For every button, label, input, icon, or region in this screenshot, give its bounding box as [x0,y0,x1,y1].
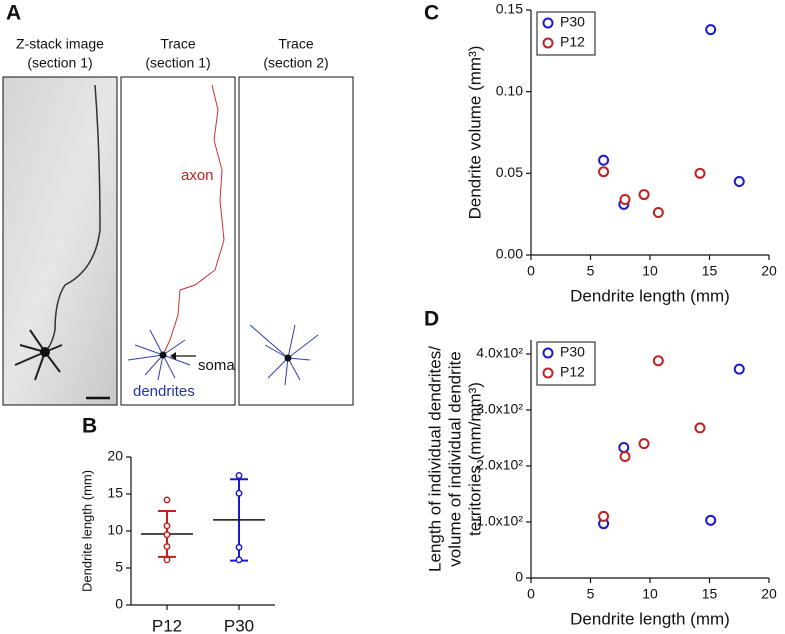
y-tick-label: 10 [107,522,123,538]
legend-label: P12 [560,34,585,50]
point [619,193,631,205]
point [163,522,171,530]
trace-section-1: axon soma dendrites [120,76,236,406]
panel-label: B [82,415,97,438]
x-axis-label: Dendrite length (mm) [570,609,730,628]
y-tick-label: 1.0x10² [476,513,523,529]
point [598,166,610,178]
y-tick-label: 0.15 [496,1,523,17]
zstack-image [2,76,118,406]
image-title: Trace [278,36,313,52]
point [619,450,631,462]
y-tick-label: 0 [115,596,123,612]
legend-label: P30 [560,344,585,360]
trace-section-2 [238,76,354,406]
y-tick-label: 0.00 [496,246,523,262]
y-tick-label: 15 [107,485,123,501]
point [638,189,650,201]
legend-marker [542,347,554,359]
panel-label: D [424,308,439,331]
panel-label: A [6,2,21,25]
y-axis-label: volume of individual dendrite [445,351,464,566]
point [598,510,610,522]
legend-marker [542,37,554,49]
y-axis-label: Dendrite length (mm) [79,470,94,592]
x-tick-label: 20 [761,263,777,279]
point [705,24,717,36]
panel-label: C [424,2,439,25]
x-tick-label: 10 [642,586,658,602]
image-title: Z-stack image [16,36,104,52]
legend-label: P12 [560,364,585,380]
point [694,167,706,179]
x-tick-label: P12 [152,616,182,634]
point [163,556,171,564]
y-axis-label: Dendrite volume (mm³) [465,46,484,220]
y-tick-label: 3.0x10² [476,401,523,417]
point [652,355,664,367]
point [163,531,171,539]
x-tick-label: 20 [761,586,777,602]
axon-label: axon [181,167,214,184]
soma-label: soma [198,357,235,374]
x-tick-label: 15 [702,586,718,602]
y-tick-label: 4.0x10² [476,345,523,361]
point [618,442,630,454]
x-tick-label: 15 [702,263,718,279]
x-tick-label: 0 [527,586,535,602]
y-tick-label: 0 [515,569,523,585]
point [705,514,717,526]
dendrites-label: dendrites [133,383,195,400]
point [235,489,243,497]
x-tick-label: 0 [527,263,535,279]
y-axis-label: Length of individual dendrites/ [425,346,444,572]
x-tick-label: 10 [642,263,658,279]
point [163,496,171,504]
x-tick-label: P30 [224,616,254,634]
point [638,438,650,450]
y-tick-label: 20 [107,448,123,464]
y-tick-label: 2.0x10² [476,457,523,473]
image-title: (section 2) [263,55,328,71]
legend-label: P30 [560,14,585,30]
y-axis-label: territories (mm/mm³) [465,382,484,536]
point [598,154,610,166]
x-axis-label: Dendrite length (mm) [570,286,730,305]
point [235,472,243,479]
point [163,543,171,550]
legend-marker [542,17,554,29]
x-tick-label: 5 [587,263,595,279]
image-title: Trace [160,36,195,52]
point [652,207,664,219]
point [235,556,243,564]
y-tick-label: 5 [115,559,123,575]
y-tick-label: 0.05 [496,164,523,180]
point [694,422,706,434]
image-title: (section 1) [27,55,92,71]
y-tick-label: 0.10 [496,82,523,98]
legend-marker [542,367,554,379]
point [235,543,243,551]
image-title: (section 1) [145,55,210,71]
point [733,176,745,187]
x-tick-label: 5 [587,586,595,602]
point [733,363,745,375]
